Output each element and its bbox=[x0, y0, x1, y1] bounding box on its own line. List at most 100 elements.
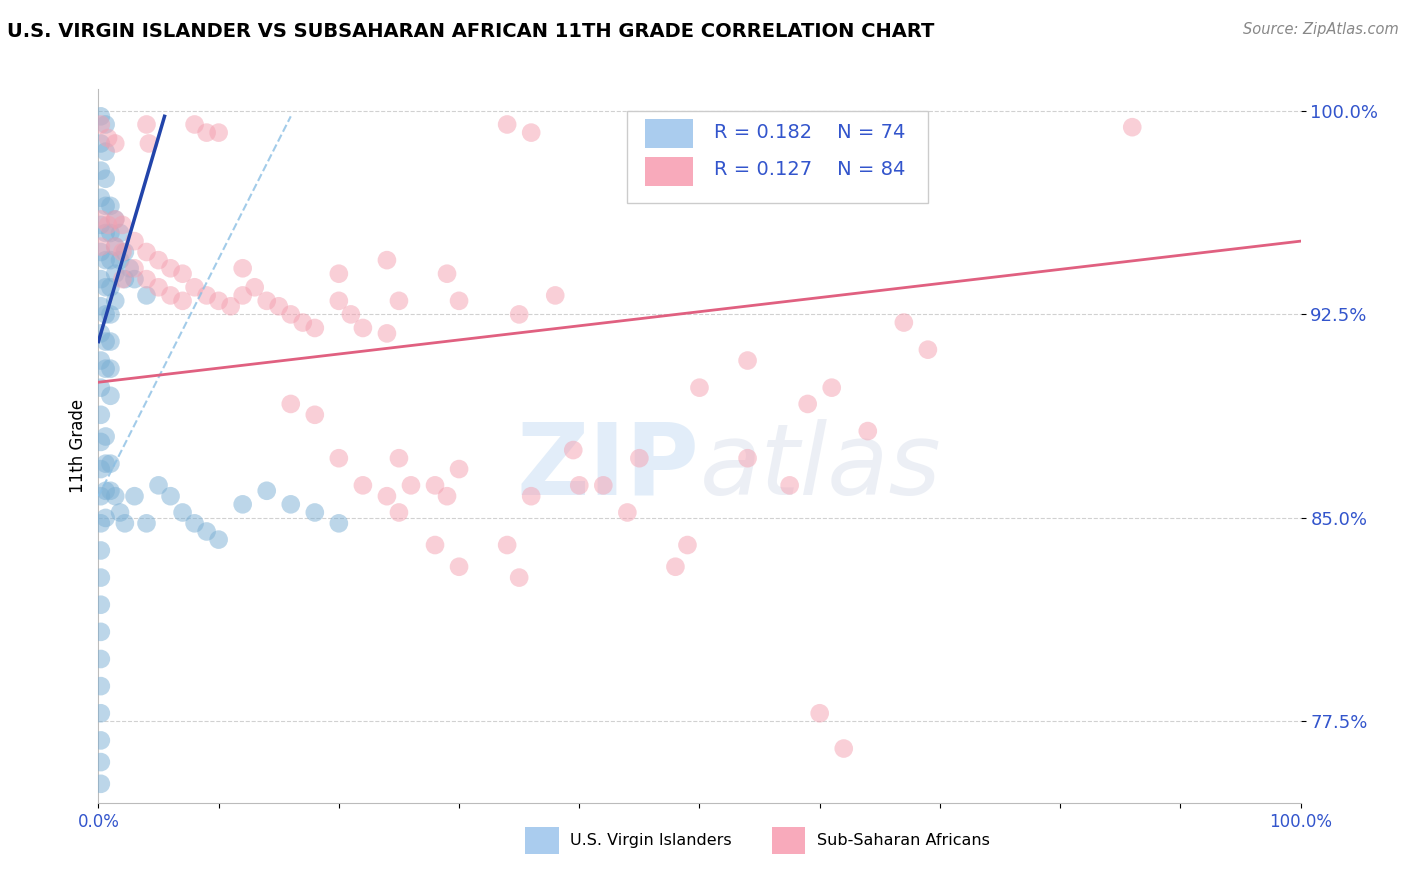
Point bbox=[90, 191, 112, 205]
Text: R = 0.182    N = 74: R = 0.182 N = 74 bbox=[714, 122, 905, 142]
Point bbox=[304, 408, 326, 422]
Point bbox=[208, 293, 231, 308]
Text: ZIP: ZIP bbox=[516, 419, 699, 516]
Point bbox=[562, 443, 585, 458]
Point bbox=[94, 280, 117, 294]
Y-axis label: 11th Grade: 11th Grade bbox=[69, 399, 87, 493]
Point bbox=[388, 506, 411, 520]
Point bbox=[399, 478, 422, 492]
Point bbox=[291, 316, 314, 330]
Point bbox=[135, 272, 157, 286]
Point bbox=[97, 218, 120, 232]
Point bbox=[508, 307, 530, 321]
Point bbox=[108, 253, 131, 268]
Point bbox=[232, 288, 254, 302]
Point bbox=[232, 497, 254, 511]
Point bbox=[104, 489, 127, 503]
Point bbox=[90, 245, 112, 260]
Point bbox=[90, 239, 112, 253]
Point bbox=[135, 288, 157, 302]
Point bbox=[496, 118, 519, 132]
Point bbox=[520, 126, 543, 140]
Point bbox=[124, 489, 146, 503]
Point bbox=[304, 506, 326, 520]
Point bbox=[94, 145, 117, 159]
FancyBboxPatch shape bbox=[645, 157, 693, 186]
Point bbox=[90, 733, 112, 747]
Point bbox=[159, 261, 181, 276]
Point bbox=[100, 361, 122, 376]
Point bbox=[195, 524, 218, 539]
Point bbox=[104, 239, 127, 253]
Point bbox=[208, 126, 231, 140]
Point bbox=[90, 777, 112, 791]
Point bbox=[94, 457, 117, 471]
Point bbox=[94, 361, 117, 376]
Point bbox=[124, 272, 146, 286]
Point bbox=[90, 408, 112, 422]
Point bbox=[447, 293, 470, 308]
FancyBboxPatch shape bbox=[627, 111, 928, 203]
Point bbox=[375, 326, 398, 341]
Point bbox=[114, 516, 136, 531]
Point bbox=[90, 679, 112, 693]
Point bbox=[375, 253, 398, 268]
Point bbox=[118, 261, 141, 276]
Point bbox=[893, 316, 915, 330]
Point bbox=[90, 434, 112, 449]
Point bbox=[124, 234, 146, 248]
Point bbox=[100, 307, 122, 321]
Point bbox=[172, 267, 194, 281]
Point bbox=[97, 131, 120, 145]
Point bbox=[148, 478, 170, 492]
Point bbox=[90, 299, 112, 313]
Point bbox=[94, 429, 117, 443]
Point bbox=[90, 326, 112, 341]
Point bbox=[111, 272, 134, 286]
Point bbox=[100, 389, 122, 403]
Point bbox=[148, 253, 170, 268]
FancyBboxPatch shape bbox=[645, 120, 693, 148]
Point bbox=[172, 506, 194, 520]
Point bbox=[700, 850, 723, 864]
Point bbox=[94, 483, 117, 498]
Point bbox=[114, 272, 136, 286]
Point bbox=[90, 598, 112, 612]
Point bbox=[148, 280, 170, 294]
Point bbox=[328, 516, 350, 531]
Point bbox=[328, 267, 350, 281]
Point bbox=[436, 267, 458, 281]
Point bbox=[90, 462, 112, 476]
Point bbox=[90, 353, 112, 368]
Point bbox=[208, 533, 231, 547]
Point bbox=[94, 253, 117, 268]
Point bbox=[328, 293, 350, 308]
Point bbox=[520, 489, 543, 503]
Point bbox=[159, 288, 181, 302]
Point bbox=[267, 299, 290, 313]
Point bbox=[100, 334, 122, 349]
Point bbox=[90, 516, 112, 531]
Point bbox=[280, 397, 302, 411]
Point bbox=[90, 706, 112, 721]
Point bbox=[688, 381, 710, 395]
Point bbox=[676, 538, 699, 552]
Point bbox=[628, 451, 651, 466]
Point bbox=[138, 136, 160, 151]
Point bbox=[388, 293, 411, 308]
Point bbox=[880, 126, 903, 140]
Point bbox=[423, 538, 446, 552]
Point bbox=[917, 343, 939, 357]
Point bbox=[328, 451, 350, 466]
Point bbox=[111, 218, 134, 232]
Point bbox=[135, 516, 157, 531]
Text: U.S. Virgin Islanders: U.S. Virgin Islanders bbox=[569, 833, 731, 848]
Point bbox=[159, 489, 181, 503]
Point bbox=[100, 226, 122, 240]
Point bbox=[856, 424, 879, 438]
Point bbox=[90, 272, 112, 286]
Point bbox=[183, 516, 205, 531]
Point bbox=[90, 212, 112, 227]
Point bbox=[436, 489, 458, 503]
Point bbox=[232, 261, 254, 276]
